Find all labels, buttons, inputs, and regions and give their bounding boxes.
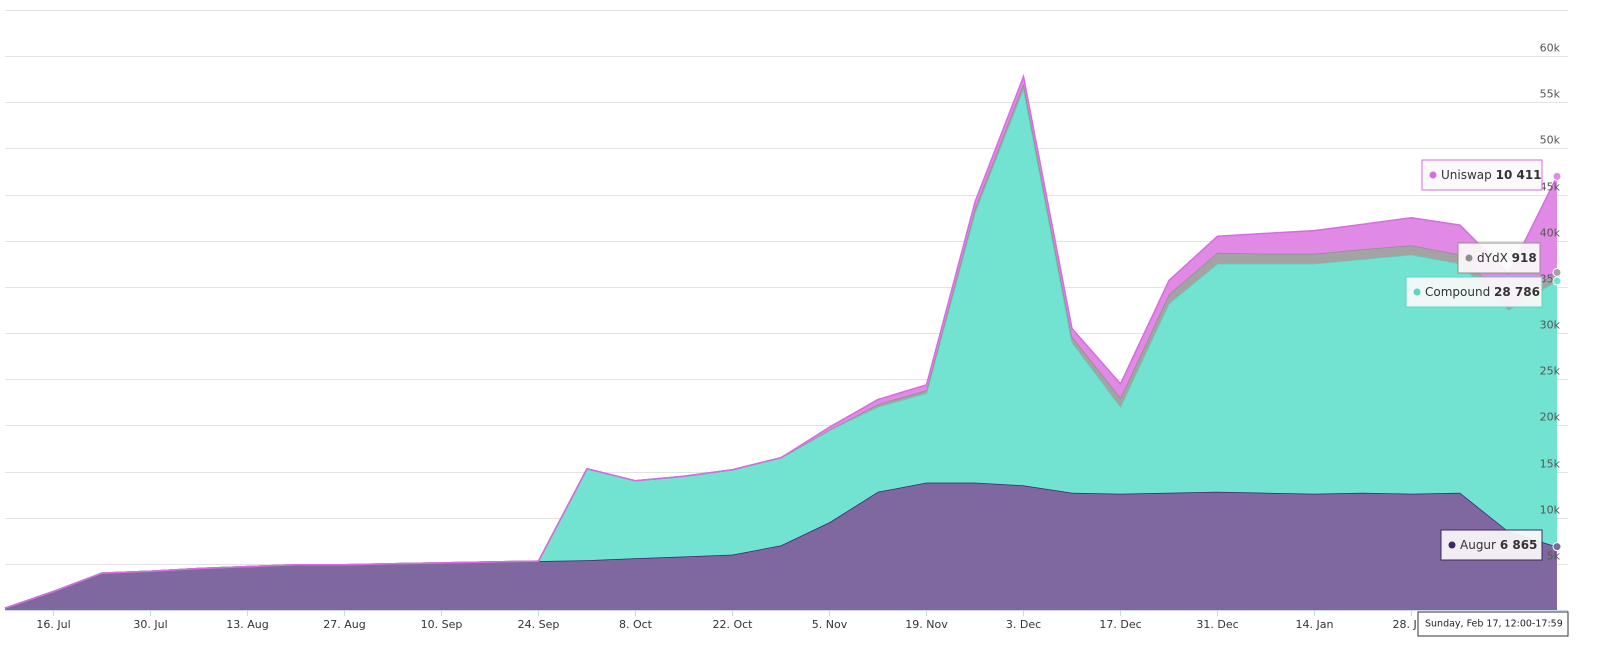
y-tick-label: 50k [1540,134,1561,147]
x-tick-label: 22. Oct [712,618,753,631]
tooltip-box [1440,529,1543,561]
y-tick-label: 30k [1540,319,1561,332]
area [5,482,1557,610]
tooltip-text: Augur 6 865 [1460,538,1537,552]
y-tick-label: 45k [1540,181,1561,194]
x-tick-label: 30. Jul [133,618,167,631]
x-tick-label: 10. Sep [421,618,463,631]
marker [1552,267,1562,277]
marker [1552,542,1562,552]
tooltip-box [1421,159,1543,191]
areas [4,73,1558,610]
x-tick-label: 3. Dec [1006,618,1041,631]
tooltip-dot [1413,288,1421,296]
value-label: 6 865 [1500,538,1538,552]
x-tick-label: 5. Nov [812,618,848,631]
y-tick-label: 25k [1540,365,1561,378]
grid [5,10,1568,565]
x-tick-label: 17. Dec [1099,618,1141,631]
x-tick-label: 16. Jul [36,618,70,631]
value-label: 10 411 [1496,168,1542,182]
series-name: Uniswap [1441,168,1492,182]
area-line [4,73,1558,609]
marker [1552,276,1562,286]
x-tick-label: 13. Aug [226,618,268,631]
tooltip-dot [1465,254,1473,262]
x-tick-label: 31. Dec [1196,618,1238,631]
y-tick-label: 55k [1540,88,1561,101]
y-tick-label: 60k [1540,42,1561,55]
value-label: 28 786 [1494,285,1540,299]
area [5,88,1557,609]
tooltips: Uniswap 10 411 dYdX 918 Compound 28 786 Aug… [1405,159,1569,637]
y-tick-label: 5k [1547,550,1561,563]
series-name: Compound [1425,285,1490,299]
x-tick-label: 8. Oct [619,618,653,631]
tooltip-text: dYdX 918 [1477,251,1537,265]
x-tick-label: 19. Nov [905,618,948,631]
tooltip-text: Uniswap 10 411 [1441,168,1542,182]
tooltip-dot [1429,171,1437,179]
y-tick-label: 20k [1540,411,1561,424]
marker [1552,171,1562,181]
y-tick-label: 15k [1540,458,1561,471]
tooltip-date: Sunday, Feb 17, 12:00-17:59 [1425,619,1563,630]
tooltip-box [1405,276,1543,308]
tooltip-dot [1448,541,1456,549]
value-label: 918 [1512,251,1537,265]
date-box [1417,611,1569,637]
tooltip-text: Compound 28 786 [1425,285,1540,299]
x-tick-label: 27. Aug [323,618,365,631]
series-name: Augur [1460,538,1496,552]
x-tick-label: 24. Sep [518,618,560,631]
series-name: dYdX [1477,251,1508,265]
x-tick-label: 14. Jan [1296,618,1334,631]
y-tick-label: 40k [1540,227,1561,240]
y-tick-label: 10k [1540,504,1561,517]
